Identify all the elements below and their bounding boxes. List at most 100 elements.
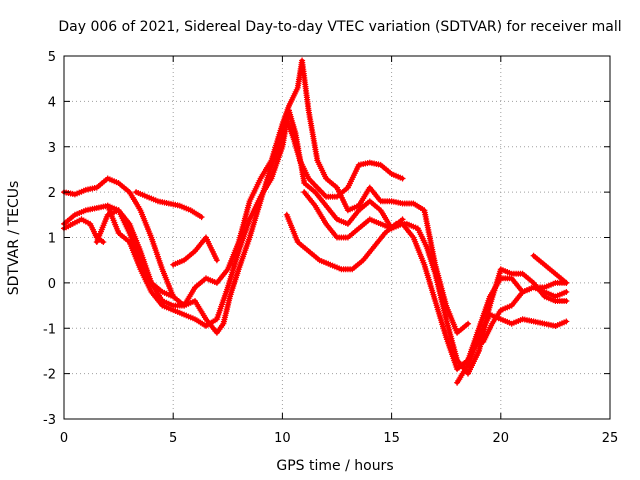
data-point xyxy=(532,254,536,258)
y-tick-label: -2 xyxy=(43,368,56,383)
data-point xyxy=(335,186,339,190)
data-point xyxy=(171,308,175,312)
data-point xyxy=(543,290,546,294)
data-point xyxy=(128,231,131,235)
data-point xyxy=(95,186,99,190)
data-point xyxy=(237,267,241,271)
data-point xyxy=(488,304,492,308)
y-tick-label: 3 xyxy=(48,141,56,156)
data-point xyxy=(499,308,503,312)
data-point xyxy=(171,304,175,308)
data-point xyxy=(313,204,317,208)
data-point xyxy=(466,322,470,326)
data-point xyxy=(405,222,409,226)
data-point xyxy=(346,236,350,239)
data-point xyxy=(433,299,437,303)
data-point xyxy=(182,304,186,308)
data-point xyxy=(95,240,99,244)
data-point xyxy=(204,236,208,239)
data-point xyxy=(302,190,306,194)
data-point xyxy=(510,276,514,280)
data-point xyxy=(543,263,546,267)
data-point xyxy=(510,322,514,326)
data-point xyxy=(138,208,142,212)
data-point xyxy=(248,217,252,221)
data-point xyxy=(346,222,350,226)
y-tick-label: 1 xyxy=(48,232,56,247)
series-track-11 xyxy=(480,284,570,345)
data-point xyxy=(379,222,383,226)
data-point xyxy=(215,281,219,285)
data-point xyxy=(455,381,459,385)
data-point xyxy=(270,158,273,162)
data-point xyxy=(149,236,153,239)
y-tick-label: 4 xyxy=(48,95,56,110)
data-point xyxy=(510,304,514,308)
data-point xyxy=(335,217,339,221)
data-point xyxy=(510,272,514,276)
data-point xyxy=(248,236,252,239)
data-point xyxy=(84,188,88,192)
data-point xyxy=(287,104,291,108)
data-point xyxy=(335,195,339,199)
y-tick-label: -1 xyxy=(43,322,56,337)
data-point xyxy=(128,190,131,194)
data-point xyxy=(553,299,557,303)
data-point xyxy=(444,317,448,321)
data-point xyxy=(84,208,88,212)
data-point xyxy=(307,249,311,253)
data-point xyxy=(543,295,546,298)
data-point xyxy=(346,208,350,212)
y-tick-label: 2 xyxy=(48,186,56,201)
data-point xyxy=(128,222,131,226)
data-point xyxy=(477,326,481,330)
data-point xyxy=(193,249,197,253)
x-tick-label: 5 xyxy=(169,431,177,446)
data-point xyxy=(280,145,284,149)
data-point xyxy=(280,122,284,126)
data-point xyxy=(466,372,470,376)
data-point xyxy=(346,186,350,190)
data-point xyxy=(302,181,306,185)
data-point xyxy=(379,163,383,167)
data-point xyxy=(149,281,153,285)
data-point xyxy=(521,317,525,321)
data-point xyxy=(368,199,372,203)
data-point xyxy=(285,213,289,217)
x-tick-label: 10 xyxy=(274,431,291,446)
data-point xyxy=(294,131,297,135)
data-point xyxy=(204,317,208,321)
data-point xyxy=(259,195,263,199)
data-point xyxy=(499,317,503,321)
data-point xyxy=(401,177,404,180)
data-point xyxy=(401,217,404,221)
data-point xyxy=(182,258,186,262)
data-point xyxy=(237,249,241,253)
data-point xyxy=(335,236,339,239)
chart-title: Day 006 of 2021, Sidereal Day-to-day VTE… xyxy=(58,19,621,35)
data-point xyxy=(532,281,536,285)
data-point xyxy=(315,186,319,190)
data-point xyxy=(149,290,153,294)
data-point xyxy=(357,208,361,212)
data-point xyxy=(200,215,204,219)
data-point xyxy=(270,177,273,180)
data-point xyxy=(259,177,263,180)
data-point xyxy=(156,199,160,203)
x-tick-label: 25 xyxy=(602,431,619,446)
data-point xyxy=(553,295,557,298)
data-point xyxy=(296,240,300,244)
data-point xyxy=(357,163,361,167)
data-point xyxy=(411,236,415,239)
data-point xyxy=(490,322,494,326)
data-point xyxy=(215,258,219,262)
data-point xyxy=(160,304,164,308)
data-point xyxy=(444,335,448,339)
data-point xyxy=(433,272,437,276)
data-point xyxy=(455,367,459,371)
data-point xyxy=(193,317,197,321)
data-point xyxy=(411,202,415,205)
data-point xyxy=(324,195,328,199)
data-point xyxy=(532,285,536,289)
